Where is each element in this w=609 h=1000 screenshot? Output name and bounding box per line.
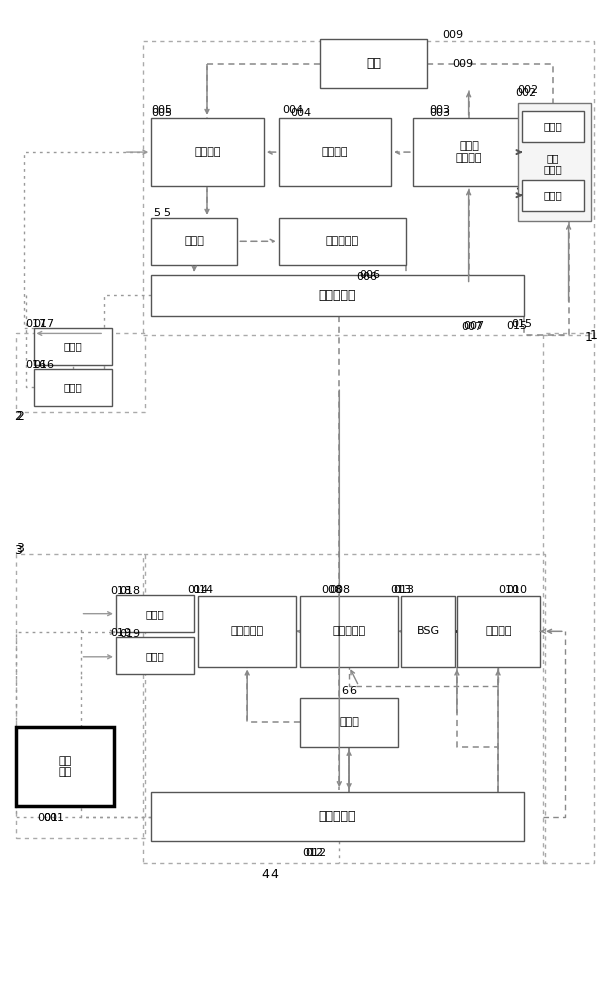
Text: 暖风: 暖风 (366, 57, 381, 70)
Text: 017: 017 (26, 319, 47, 329)
Text: 006: 006 (359, 270, 380, 280)
Text: 4: 4 (270, 868, 278, 881)
Text: 014: 014 (192, 585, 213, 595)
Bar (151, 218, 238, 265)
Text: 004: 004 (290, 108, 311, 118)
Text: 002: 002 (516, 88, 537, 98)
Text: 5: 5 (153, 208, 160, 218)
Text: 012: 012 (302, 848, 323, 858)
Bar (457, 596, 540, 667)
Text: 涡轮增压器: 涡轮增压器 (231, 626, 264, 636)
Text: 3: 3 (16, 542, 24, 556)
Text: 018: 018 (119, 586, 140, 596)
Text: 019: 019 (110, 628, 131, 638)
Bar (320, 39, 428, 88)
Text: 004: 004 (283, 105, 303, 115)
Bar (116, 637, 194, 674)
Text: 010: 010 (498, 585, 519, 595)
Text: 007: 007 (463, 321, 485, 331)
Text: 015: 015 (511, 319, 532, 329)
Text: 017: 017 (33, 319, 55, 329)
Bar (151, 275, 524, 316)
Bar (151, 792, 524, 841)
Text: 008: 008 (329, 585, 351, 595)
Text: 机油冷却器: 机油冷却器 (326, 236, 359, 246)
Text: 016: 016 (33, 360, 55, 370)
Text: 016: 016 (26, 360, 47, 370)
Text: 001: 001 (43, 813, 65, 823)
Bar (16, 554, 146, 838)
Text: 4: 4 (261, 868, 269, 881)
Text: 单向阀: 单向阀 (146, 609, 164, 619)
Text: 009: 009 (452, 59, 473, 69)
Text: 003: 003 (429, 108, 451, 118)
Text: 1: 1 (589, 329, 597, 342)
Bar (413, 118, 526, 186)
Bar (143, 554, 545, 863)
Text: 014: 014 (188, 585, 208, 595)
Text: 2: 2 (16, 410, 24, 423)
Bar (278, 118, 391, 186)
Text: 6: 6 (349, 686, 356, 696)
Text: 002: 002 (518, 85, 539, 95)
Text: 1: 1 (584, 331, 592, 344)
Text: 6: 6 (341, 686, 348, 696)
Bar (33, 369, 112, 406)
Bar (521, 180, 584, 211)
Bar (518, 103, 591, 221)
Text: 电子
节温器: 电子 节温器 (544, 153, 562, 175)
Bar (300, 596, 398, 667)
Bar (300, 698, 398, 747)
Text: 低温散热器: 低温散热器 (319, 810, 356, 823)
Bar (278, 218, 406, 265)
Text: 007: 007 (461, 322, 482, 332)
Text: 005: 005 (151, 108, 172, 118)
Text: 013: 013 (390, 585, 411, 595)
Bar (16, 727, 114, 806)
Bar (543, 333, 594, 863)
Text: 暖区口: 暖区口 (544, 122, 562, 132)
Bar (33, 328, 112, 365)
Text: 008: 008 (322, 585, 343, 595)
Bar (143, 41, 594, 335)
Text: 电子水泵: 电子水泵 (485, 626, 512, 636)
Text: 5: 5 (163, 208, 170, 218)
Text: 开关式
机械水泵: 开关式 机械水泵 (456, 141, 482, 163)
Text: 冷区口: 冷区口 (544, 190, 562, 200)
Text: BSG: BSG (417, 626, 440, 636)
Text: 005: 005 (151, 105, 172, 115)
Text: 001: 001 (37, 813, 58, 823)
Text: 出水口: 出水口 (185, 236, 204, 246)
Text: 缸体水套: 缸体水套 (322, 147, 348, 157)
Bar (151, 118, 264, 186)
Text: 019: 019 (119, 629, 140, 639)
Text: 003: 003 (429, 105, 451, 115)
Text: 高温散热器: 高温散热器 (319, 289, 356, 302)
Text: 缸盖水套: 缸盖水套 (194, 147, 220, 157)
Text: 3: 3 (14, 544, 22, 557)
Text: 009: 009 (442, 29, 463, 39)
Text: 单向阀: 单向阀 (63, 382, 82, 392)
Text: 节流阀: 节流阀 (63, 341, 82, 351)
Text: 012: 012 (305, 848, 326, 858)
Text: 010: 010 (506, 585, 527, 595)
Text: 2: 2 (14, 410, 22, 423)
Text: 013: 013 (393, 585, 414, 595)
Text: 中冷器: 中冷器 (339, 717, 359, 727)
Text: 膨胀
水箱: 膨胀 水箱 (58, 756, 71, 777)
Bar (198, 596, 296, 667)
Bar (16, 333, 146, 412)
Text: 015: 015 (506, 321, 527, 331)
Bar (401, 596, 455, 667)
Text: 节流阀: 节流阀 (146, 651, 164, 661)
Text: 电子增压器: 电子增压器 (333, 626, 365, 636)
Text: 006: 006 (356, 272, 377, 282)
Bar (521, 111, 584, 142)
Text: 018: 018 (110, 586, 131, 596)
Bar (116, 595, 194, 632)
